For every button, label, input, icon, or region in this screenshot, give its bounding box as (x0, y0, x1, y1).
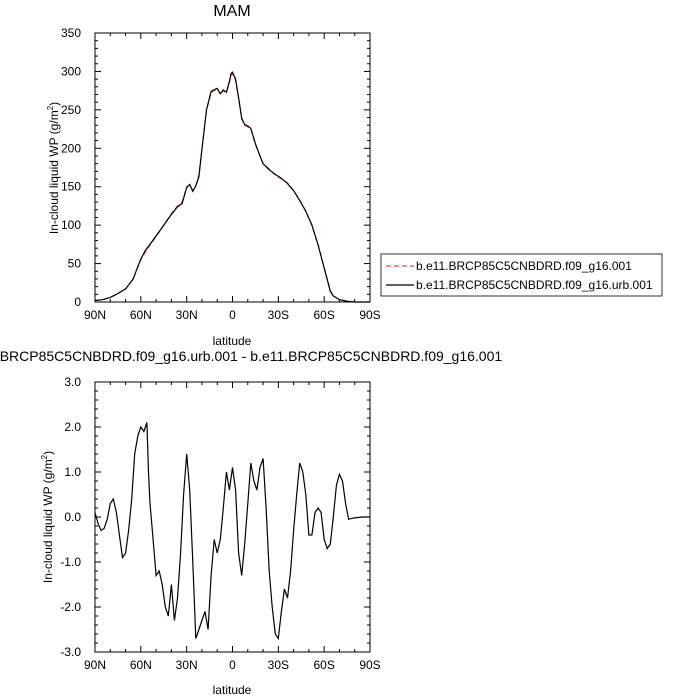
legend-box (380, 253, 663, 297)
y-tick-label: 200 (61, 141, 81, 155)
top-xticks: 90N 60N 30N 0 30S 60S 90S (84, 33, 381, 322)
bottom-ylabel: In-cloud liquid WP (g/m2) (40, 451, 55, 583)
top-xlabel: latitude (213, 334, 252, 348)
y-tick-label: 2.0 (64, 420, 81, 434)
x-tick-label: 30S (268, 308, 289, 322)
y-tick-label: 150 (61, 180, 81, 194)
bottom-panel: b.e11.BRCP85C5CNBDRD.f09_g16.urb.001 - b… (0, 348, 502, 697)
bottom-xlabel: latitude (213, 683, 252, 697)
x-tick-label: 30N (176, 658, 198, 672)
legend: b.e11.BRCP85C5CNBDRD.f09_g16.001 b.e11.B… (380, 253, 663, 297)
x-tick-label: 90N (84, 308, 106, 322)
top-yticks: 0 50 100 150 200 250 300 350 (61, 26, 370, 309)
y-tick-label: 1.0 (64, 465, 81, 479)
y-tick-label: 100 (61, 218, 81, 232)
bottom-frame (94, 381, 371, 653)
x-tick-label: 90S (359, 658, 380, 672)
y-tick-label: 350 (61, 26, 81, 40)
top-ylabel-sup: 2 (46, 105, 55, 110)
top-ylabel-main: In-cloud liquid WP (g/m (47, 110, 61, 234)
x-tick-label: 0 (229, 658, 236, 672)
x-tick-label: 90N (84, 658, 106, 672)
top-ylabel: In-cloud liquid WP (g/m2) (46, 102, 61, 234)
top-ylabel-close: ) (47, 102, 61, 106)
bottom-title: b.e11.BRCP85C5CNBDRD.f09_g16.urb.001 - b… (0, 348, 502, 364)
y-tick-label: -2.0 (60, 600, 81, 614)
y-tick-label: -3.0 (60, 645, 81, 659)
y-tick-label: 300 (61, 64, 81, 78)
bottom-ylabel-main: In-cloud liquid WP (g/m (41, 459, 55, 583)
legend-label-control: b.e11.BRCP85C5CNBDRD.f09_g16.001 (416, 259, 632, 273)
y-tick-label: 250 (61, 103, 81, 117)
top-series-line-0 (94, 72, 370, 303)
x-tick-label: 60N (130, 308, 152, 322)
x-tick-label: 60S (313, 658, 334, 672)
top-title: MAM (213, 3, 250, 20)
top-panel: MAM 90N 60N 30N 0 30S 60S 90S 0 50 100 150 200 250 3… (46, 3, 663, 348)
y-tick-label: 0 (74, 295, 81, 309)
x-tick-label: 0 (229, 308, 236, 322)
x-tick-label: 60S (313, 308, 334, 322)
bottom-yticks: -3.0 -2.0 -1.0 0.0 1.0 2.0 3.0 (60, 375, 370, 659)
bottom-xticks: 90N 60N 30N 0 30S 60S 90S (84, 382, 381, 672)
y-tick-label: -1.0 (60, 555, 81, 569)
bottom-ylabel-close: ) (41, 451, 55, 455)
top-series-line-1 (94, 71, 370, 303)
y-tick-label: 0.0 (64, 510, 81, 524)
x-tick-label: 30S (268, 658, 289, 672)
x-tick-label: 30N (176, 308, 198, 322)
bottom-ylabel-sup: 2 (40, 454, 49, 459)
y-tick-label: 50 (68, 257, 82, 271)
bottom-plot-area (94, 422, 370, 641)
x-tick-label: 60N (130, 658, 152, 672)
bottom-series-line-0 (94, 422, 370, 641)
x-tick-label: 90S (359, 308, 380, 322)
top-plot-area (94, 71, 370, 303)
y-tick-label: 3.0 (64, 375, 81, 389)
legend-label-urban: b.e11.BRCP85C5CNBDRD.f09_g16.urb.001 (416, 278, 653, 292)
